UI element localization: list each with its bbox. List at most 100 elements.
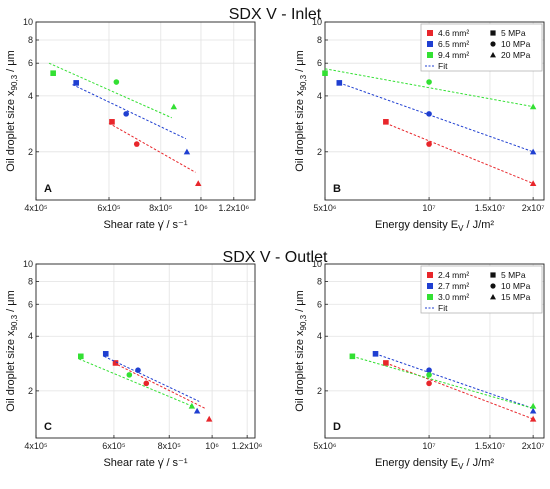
y-tick-label: 2 [28,386,33,396]
data-point-blue-square [102,351,109,357]
fit-line-blue [339,82,534,153]
y-tick-label: 2 [317,147,322,157]
plot-frame [35,21,256,201]
data-point-blue-circle [123,111,129,117]
legend-marker-square [490,30,496,36]
x-tick-label: 10⁶ [205,441,219,451]
y-tick-label: 4 [317,91,322,101]
y-tick-label: 8 [28,277,33,287]
fit-line-blue [72,84,187,140]
data-point-green-triangle [529,402,537,409]
data-point-green-square [50,70,56,76]
legend-marker-triangle [490,294,496,300]
y-tick-label: 6 [28,299,33,309]
x-tick-label: 1.2x10⁶ [232,441,263,451]
data-point-blue-square [336,80,343,86]
y-tick-label: 10 [23,259,33,269]
plot-frame [324,21,545,201]
legend-label: 4.6 mm² [438,28,469,38]
y-axis-title: Oil droplet size x90,3 / μm [294,290,308,412]
panel-label: D [333,421,341,433]
legend-label: 15 MPa [501,292,531,302]
data-point-blue-triangle [529,407,537,414]
y-tick-label: 2 [317,386,322,396]
data-point-red-triangle [205,415,213,422]
data-point-blue-circle [135,367,141,373]
y-tick-label: 10 [312,259,322,269]
data-point-green-triangle [529,103,537,110]
y-tick-label: 6 [317,58,322,68]
chart-panel-c: 4x10⁵ 6x10⁵ 8x10⁵ 10⁶ 1.2x10⁶ 2 4 6 8 10 Shear rat… [5,259,263,469]
data-point-red-circle [143,380,150,387]
legend-box [420,23,543,72]
data-point-blue-triangle [183,148,191,155]
fit-line-green [48,62,172,119]
plot-frame [324,263,545,439]
data-point-green-circle [426,79,432,85]
x-axis-title: Energy density EV / J/m² [375,219,494,233]
x-tick-label: 1.5x10⁷ [475,441,505,451]
legend-swatch-red [427,30,433,36]
panel-label: A [44,183,52,195]
legend-label: 10 MPa [501,281,531,291]
fit-line-blue [375,353,534,409]
x-axis-title: Shear rate γ̇ / s⁻¹ [103,457,187,469]
legend-swatch-blue [427,283,433,289]
y-tick-label: 8 [317,35,322,45]
legend-fit-label: Fit [438,61,448,71]
data-point-red-circle [426,380,432,387]
section-title-inlet: SDX V - Inlet [229,6,322,23]
x-tick-label: 8x10⁵ [149,203,173,213]
x-tick-label: 6x10⁵ [97,203,121,213]
data-point-green-square [349,353,356,360]
data-point-red-square [383,360,389,366]
data-point-red-circle [426,141,432,147]
legend-marker-circle [490,283,496,289]
data-point-red-square [383,119,389,125]
legend-fit-label: Fit [438,303,448,313]
x-tick-label: 8x10⁵ [158,441,182,451]
legend-marker-square [490,272,496,278]
data-point-green-triangle [188,402,196,409]
legend-box [420,265,543,314]
legend-swatch-green [427,294,433,300]
legend-swatch-green [427,52,433,58]
data-point-green-circle [113,79,120,85]
fit-line-red [385,122,534,184]
data-point-green-circle [426,372,432,378]
x-tick-label: 6x10⁵ [102,441,126,451]
data-point-blue-circle [426,367,432,373]
y-tick-label: 10 [23,17,33,27]
plot-frame [35,263,256,439]
y-axis-title: Oil droplet size x90,3 / μm [5,290,19,412]
y-tick-label: 10 [312,17,322,27]
data-point-red-square [109,119,115,125]
data-point-red-square [112,360,119,366]
legend-label: 6.5 mm² [438,39,469,49]
fit-line-blue [103,355,200,402]
legend-label: 5 MPa [501,270,526,280]
fit-line-green [78,358,193,407]
y-tick-label: 4 [28,91,33,101]
y-tick-label: 6 [317,299,322,309]
y-axis-title: Oil droplet size x90,3 / μm [294,50,308,172]
x-tick-label: 1.2x10⁶ [218,203,249,213]
x-tick-label: 10⁶ [194,203,208,213]
legend-label: 20 MPa [501,50,531,60]
legend-swatch-red [427,272,433,278]
x-tick-label: 10⁷ [422,441,435,451]
x-tick-label: 2x10⁷ [522,441,545,451]
legend-marker-triangle [490,52,496,58]
y-tick-label: 4 [317,331,322,341]
x-axis-title: Energy density EV / J/m² [375,457,494,471]
y-tick-label: 8 [28,35,33,45]
y-tick-label: 2 [28,147,33,157]
x-tick-label: 4x10⁵ [24,441,48,451]
legend-label: 2.7 mm² [438,281,469,291]
legend-label: 3.0 mm² [438,292,469,302]
data-point-blue-square [372,351,379,357]
